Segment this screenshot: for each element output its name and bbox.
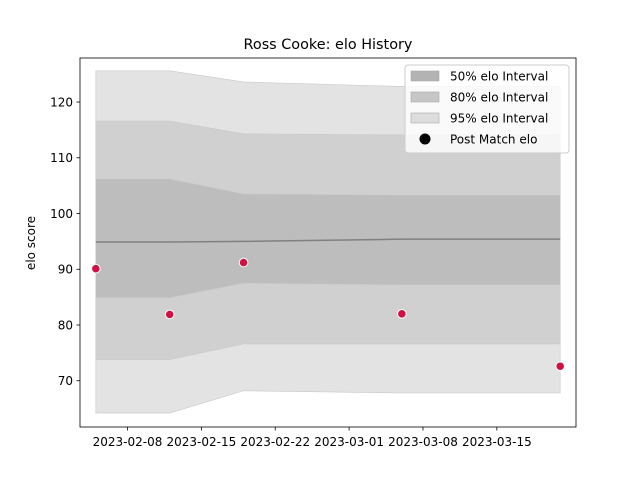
- y-tick-label: 110: [50, 151, 73, 165]
- x-tick-label: 2023-02-15: [166, 435, 236, 449]
- chart-title: Ross Cooke: elo History: [244, 37, 413, 53]
- data-point: [555, 361, 565, 372]
- x-tick-label: 2023-02-08: [93, 435, 163, 449]
- data-point: [397, 309, 407, 319]
- x-tick-label: 2023-03-15: [462, 435, 532, 449]
- x-tick-label: 2023-03-01: [314, 435, 384, 449]
- data-point: [91, 263, 101, 274]
- legend-swatch: [410, 112, 440, 124]
- legend: 50% elo Interval 80% elo Interval 95% elo …: [404, 64, 570, 154]
- legend-marker: [419, 133, 431, 145]
- legend-label: 50% elo Interval: [450, 69, 548, 83]
- data-point: [238, 257, 249, 268]
- y-axis-label: elo score: [24, 216, 38, 270]
- y-tick-label: 90: [58, 263, 73, 277]
- y-tick-label: 100: [50, 207, 73, 221]
- legend-swatch: [410, 91, 440, 103]
- y-tick-label: 120: [50, 95, 73, 109]
- legend-swatch: [410, 70, 440, 82]
- legend-label: 95% elo Interval: [450, 111, 548, 125]
- y-tick-label: 80: [58, 318, 73, 332]
- legend-box: [404, 64, 570, 154]
- plot-area: 70 80 90 100 110 120 2023-02-08 2023-02-15 2023-…: [50, 57, 577, 449]
- band-3: [95, 178, 561, 298]
- y-tick-label: 70: [58, 374, 73, 388]
- legend-label: Post Match elo: [450, 132, 537, 146]
- data-point: [164, 309, 175, 320]
- legend-label: 80% elo Interval: [450, 90, 548, 104]
- axes-frame: [79, 57, 577, 428]
- x-tick-label: 2023-03-08: [388, 435, 458, 449]
- mean-line: [95, 238, 561, 243]
- x-tick-label: 2023-02-22: [240, 435, 310, 449]
